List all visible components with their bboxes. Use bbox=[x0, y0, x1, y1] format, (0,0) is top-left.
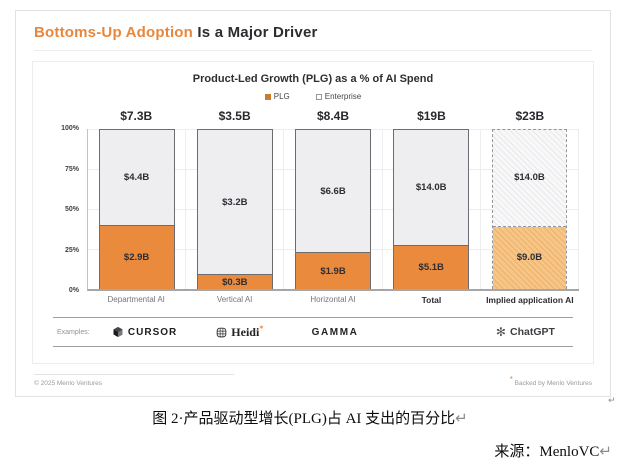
segment-value: $2.9B bbox=[123, 251, 150, 263]
openai-logo-icon: ✻ bbox=[495, 325, 506, 339]
chart-legend: PLG Enterprise bbox=[47, 92, 579, 101]
plg-segment: $5.1B bbox=[394, 246, 469, 289]
example-chatgpt: ✻ ChatGPT bbox=[478, 326, 573, 338]
y-tick: 25% bbox=[64, 246, 79, 254]
enterprise-segment-hatched: $14.0B bbox=[492, 130, 567, 227]
enterprise-swatch-icon bbox=[315, 93, 322, 100]
legend-label-enterprise: Enterprise bbox=[324, 92, 362, 101]
paragraph-return-icon: ↵ bbox=[608, 396, 616, 406]
example-gamma: GAMMA bbox=[287, 327, 382, 338]
plg-segment-hatched: $9.0B bbox=[492, 226, 567, 289]
source-line: 来源：MenloVC↵ bbox=[494, 442, 612, 460]
examples-label: Examples: bbox=[57, 328, 90, 336]
stacked-bar: $4.4B $2.9B bbox=[98, 129, 175, 289]
examples-strip: Examples: CURSOR Heidi* GAMMA bbox=[53, 317, 573, 347]
total-label: $8.4B bbox=[317, 109, 350, 123]
footer-divider bbox=[34, 374, 234, 375]
y-tick: 100% bbox=[61, 125, 79, 132]
category-label: Departmental AI bbox=[107, 295, 165, 304]
header-divider bbox=[34, 50, 592, 51]
paragraph-return-icon: ↵ bbox=[455, 409, 468, 427]
y-tick: 0% bbox=[68, 287, 79, 294]
chatgpt-wordmark: ChatGPT bbox=[509, 326, 555, 338]
x-axis-labels: Departmental AI Vertical AI Horizontal A… bbox=[87, 291, 579, 305]
enterprise-segment: $3.2B bbox=[197, 130, 272, 276]
stacked-bar-dashed: $14.0B $9.0B bbox=[491, 129, 568, 289]
y-axis: 100% 75% 50% 25% 0% bbox=[47, 125, 87, 294]
example-heidi: Heidi* bbox=[192, 323, 287, 340]
y-tick: 75% bbox=[64, 165, 79, 173]
plg-segment: $2.9B bbox=[99, 225, 174, 289]
card-footer: © 2025 Menlo Ventures * Backed by Menlo … bbox=[16, 375, 610, 388]
category-label: Horizontal AI bbox=[310, 295, 356, 304]
segment-value: $14.0B bbox=[514, 172, 545, 184]
segment-value: $5.1B bbox=[418, 262, 444, 274]
footnote-mark: * bbox=[509, 375, 513, 384]
plg-segment: $1.9B bbox=[296, 253, 370, 289]
segment-value: $14.0B bbox=[415, 182, 447, 194]
segment-value: $0.3B bbox=[222, 276, 248, 288]
total-label: $3.5B bbox=[218, 109, 251, 123]
slide-title-accent: Bottoms-Up Adoption bbox=[34, 24, 194, 41]
total-label: $7.3B bbox=[120, 109, 153, 123]
backed-by-text: * Backed by Menlo Ventures bbox=[509, 375, 592, 388]
plg-swatch-icon bbox=[264, 93, 271, 100]
enterprise-segment: $6.6B bbox=[296, 130, 370, 254]
total-label: $19B bbox=[417, 109, 446, 123]
slide-title-rest: Is a Major Driver bbox=[193, 24, 318, 41]
legend-label-plg: PLG bbox=[273, 92, 290, 101]
figure-caption: 图 2·产品驱动型增长(PLG)占 AI 支出的百分比↵ bbox=[152, 409, 468, 427]
bar-column-horizontal: $6.6B $1.9B bbox=[284, 129, 383, 289]
y-tick: 50% bbox=[64, 206, 79, 213]
stacked-bar: $14.0B $5.1B bbox=[393, 129, 470, 289]
heidi-logo-icon bbox=[216, 327, 227, 337]
segment-value: $1.9B bbox=[320, 265, 346, 277]
bar-column-vertical: $3.2B $0.3B bbox=[186, 129, 285, 289]
chart-panel: Product-Led Growth (PLG) as a % of AI Sp… bbox=[32, 61, 594, 364]
segment-value: $6.6B bbox=[320, 185, 346, 197]
example-cursor: CURSOR bbox=[97, 326, 192, 338]
bar-totals-row: $7.3B $3.5B $8.4B $19B $23B bbox=[87, 109, 579, 123]
slide-card: Bottoms-Up Adoption Is a Major Driver Pr… bbox=[15, 10, 611, 397]
plot-area: $4.4B $2.9B $3.2B $0.3B bbox=[87, 129, 580, 291]
segment-value: $4.4B bbox=[123, 171, 150, 183]
category-label: Total bbox=[421, 295, 442, 305]
enterprise-segment: $14.0B bbox=[394, 130, 469, 247]
bar-column-implied: $14.0B $9.0B bbox=[481, 129, 580, 289]
bar-column-total: $14.0B $5.1B bbox=[383, 129, 481, 289]
enterprise-segment: $4.4B bbox=[99, 130, 174, 226]
category-label: Vertical AI bbox=[216, 295, 253, 304]
stacked-bar: $3.2B $0.3B bbox=[196, 129, 273, 289]
gamma-wordmark: GAMMA bbox=[311, 326, 359, 338]
plot-row: 100% 75% 50% 25% 0% $4.4B $2. bbox=[47, 125, 580, 294]
legend-item-plg: PLG bbox=[264, 92, 290, 101]
cursor-logo-icon bbox=[113, 327, 123, 337]
slide-title: Bottoms-Up Adoption Is a Major Driver bbox=[34, 24, 592, 41]
heidi-footnote-mark: * bbox=[259, 323, 264, 333]
paragraph-return-icon: ↵ bbox=[599, 442, 612, 460]
category-label: Implied application AI bbox=[486, 295, 574, 305]
plg-segment: $0.3B bbox=[197, 275, 272, 289]
heidi-wordmark: Heidi* bbox=[231, 323, 264, 339]
segment-value: $3.2B bbox=[222, 196, 248, 208]
segment-value: $9.0B bbox=[516, 252, 543, 264]
cursor-wordmark: CURSOR bbox=[127, 326, 178, 338]
copyright-text: © 2025 Menlo Ventures bbox=[34, 380, 103, 387]
total-label: $23B bbox=[515, 109, 545, 123]
chart-title: Product-Led Growth (PLG) as a % of AI Sp… bbox=[192, 73, 434, 85]
stacked-bar: $6.6B $1.9B bbox=[295, 129, 371, 289]
card-header: Bottoms-Up Adoption Is a Major Driver bbox=[16, 11, 610, 41]
bar-column-departmental: $4.4B $2.9B bbox=[88, 129, 187, 289]
legend-item-enterprise: Enterprise bbox=[315, 92, 362, 101]
